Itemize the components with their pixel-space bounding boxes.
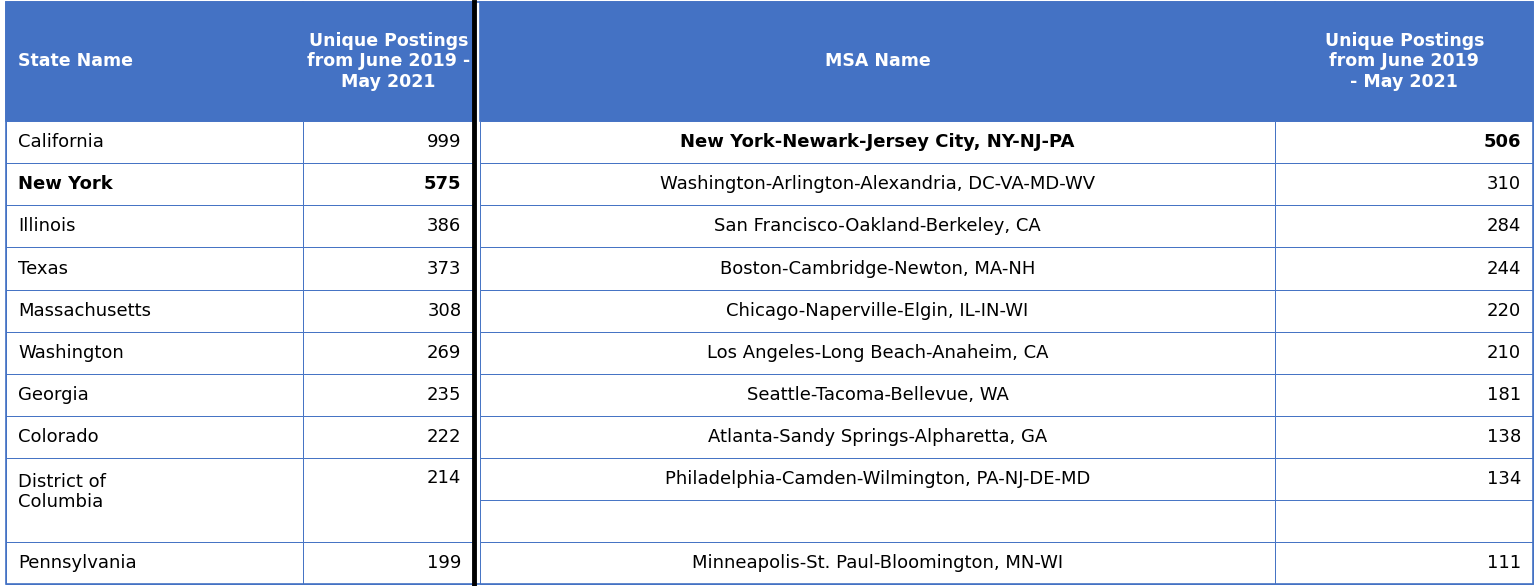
Text: Unique Postings
from June 2019 -
May 2021: Unique Postings from June 2019 - May 202… <box>306 32 471 91</box>
Text: 999: 999 <box>428 133 461 151</box>
Text: New York: New York <box>18 175 114 193</box>
Text: Atlanta-Sandy Springs-Alpharetta, GA: Atlanta-Sandy Springs-Alpharetta, GA <box>707 428 1047 446</box>
Text: District of
Columbia: District of Columbia <box>18 473 106 512</box>
Text: 214: 214 <box>428 469 461 488</box>
Text: 220: 220 <box>1487 302 1521 319</box>
Bar <box>1275 121 1533 163</box>
Bar <box>6 542 303 584</box>
Text: 506: 506 <box>1484 133 1521 151</box>
Bar <box>303 374 474 416</box>
Text: Texas: Texas <box>18 260 69 278</box>
Bar <box>1275 332 1533 374</box>
Text: Philadelphia-Camden-Wilmington, PA-NJ-DE-MD: Philadelphia-Camden-Wilmington, PA-NJ-DE… <box>664 470 1090 488</box>
Text: Chicago-Naperville-Elgin, IL-IN-WI: Chicago-Naperville-Elgin, IL-IN-WI <box>726 302 1029 319</box>
Bar <box>6 416 303 458</box>
Bar <box>6 163 303 205</box>
Bar <box>1275 2 1533 121</box>
Text: Minneapolis-St. Paul-Bloomington, MN-WI: Minneapolis-St. Paul-Bloomington, MN-WI <box>692 554 1063 572</box>
Bar <box>6 458 303 542</box>
Bar <box>480 289 1275 332</box>
Text: Boston-Cambridge-Newton, MA-NH: Boston-Cambridge-Newton, MA-NH <box>720 260 1035 278</box>
Text: Seattle-Tacoma-Bellevue, WA: Seattle-Tacoma-Bellevue, WA <box>746 386 1009 404</box>
Bar <box>1275 416 1533 458</box>
Text: 269: 269 <box>428 344 461 362</box>
Bar <box>480 205 1275 247</box>
Bar <box>303 205 474 247</box>
Text: 111: 111 <box>1487 554 1521 572</box>
Bar <box>6 205 303 247</box>
Bar <box>1275 289 1533 332</box>
Bar <box>6 121 303 163</box>
Bar <box>303 416 474 458</box>
Bar <box>1275 247 1533 289</box>
Bar <box>6 2 303 121</box>
Bar <box>480 332 1275 374</box>
Bar <box>480 247 1275 289</box>
Bar <box>480 374 1275 416</box>
Text: 310: 310 <box>1487 175 1521 193</box>
Bar <box>1275 205 1533 247</box>
Text: 222: 222 <box>428 428 461 446</box>
Bar <box>6 289 303 332</box>
Text: 138: 138 <box>1487 428 1521 446</box>
Text: 134: 134 <box>1487 470 1521 488</box>
Text: State Name: State Name <box>18 53 134 70</box>
Text: 373: 373 <box>428 260 461 278</box>
Text: San Francisco-Oakland-Berkeley, CA: San Francisco-Oakland-Berkeley, CA <box>714 217 1041 236</box>
Bar <box>6 247 303 289</box>
Text: Washington: Washington <box>18 344 125 362</box>
Text: 235: 235 <box>428 386 461 404</box>
Text: 386: 386 <box>428 217 461 236</box>
Text: 308: 308 <box>428 302 461 319</box>
Text: MSA Name: MSA Name <box>824 53 930 70</box>
Bar <box>303 121 474 163</box>
Bar <box>480 2 1275 121</box>
Text: 210: 210 <box>1487 344 1521 362</box>
Bar <box>303 289 474 332</box>
Bar <box>303 2 474 121</box>
Bar <box>303 458 474 542</box>
Bar <box>303 247 474 289</box>
Bar <box>480 458 1275 542</box>
Bar <box>480 416 1275 458</box>
Bar <box>6 374 303 416</box>
Text: Los Angeles-Long Beach-Anaheim, CA: Los Angeles-Long Beach-Anaheim, CA <box>707 344 1049 362</box>
Text: 244: 244 <box>1487 260 1521 278</box>
Text: 181: 181 <box>1487 386 1521 404</box>
Text: 284: 284 <box>1487 217 1521 236</box>
Text: Pennsylvania: Pennsylvania <box>18 554 137 572</box>
Text: Unique Postings
from June 2019
- May 2021: Unique Postings from June 2019 - May 202… <box>1324 32 1484 91</box>
Text: 199: 199 <box>428 554 461 572</box>
Bar <box>303 542 474 584</box>
Text: California: California <box>18 133 105 151</box>
Bar <box>303 332 474 374</box>
Bar <box>6 332 303 374</box>
Text: 575: 575 <box>424 175 461 193</box>
Bar <box>1275 542 1533 584</box>
Bar <box>1275 163 1533 205</box>
Bar <box>480 542 1275 584</box>
Bar <box>303 163 474 205</box>
Bar <box>1275 458 1533 542</box>
Text: Massachusetts: Massachusetts <box>18 302 151 319</box>
Text: Georgia: Georgia <box>18 386 89 404</box>
Text: Colorado: Colorado <box>18 428 98 446</box>
Bar <box>1275 374 1533 416</box>
Text: Washington-Arlington-Alexandria, DC-VA-MD-WV: Washington-Arlington-Alexandria, DC-VA-M… <box>660 175 1095 193</box>
Bar <box>480 163 1275 205</box>
Text: New York-Newark-Jersey City, NY-NJ-PA: New York-Newark-Jersey City, NY-NJ-PA <box>680 133 1075 151</box>
Text: Illinois: Illinois <box>18 217 75 236</box>
Bar <box>480 121 1275 163</box>
